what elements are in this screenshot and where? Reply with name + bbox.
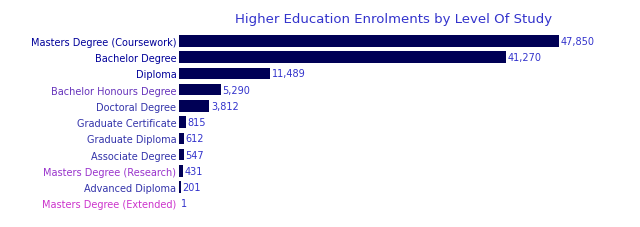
Bar bbox=[179, 36, 559, 47]
Text: 547: 547 bbox=[185, 150, 204, 160]
Text: 3,812: 3,812 bbox=[211, 101, 239, 111]
Bar bbox=[179, 149, 184, 161]
Text: 612: 612 bbox=[186, 134, 204, 144]
Bar bbox=[179, 101, 209, 112]
Title: Higher Education Enrolments by Level Of Study: Higher Education Enrolments by Level Of … bbox=[235, 13, 552, 26]
Bar bbox=[179, 181, 180, 193]
Bar bbox=[179, 133, 184, 145]
Bar bbox=[179, 68, 270, 80]
Text: 431: 431 bbox=[184, 166, 202, 176]
Text: 201: 201 bbox=[182, 182, 201, 192]
Text: 41,270: 41,270 bbox=[508, 53, 542, 63]
Bar bbox=[179, 84, 221, 96]
Bar bbox=[179, 165, 182, 177]
Text: 1: 1 bbox=[180, 198, 187, 208]
Text: 815: 815 bbox=[187, 118, 205, 128]
Text: 47,850: 47,850 bbox=[560, 37, 594, 47]
Text: 5,290: 5,290 bbox=[223, 85, 250, 95]
Bar bbox=[179, 117, 186, 128]
Text: 11,489: 11,489 bbox=[272, 69, 305, 79]
Bar bbox=[179, 52, 506, 64]
